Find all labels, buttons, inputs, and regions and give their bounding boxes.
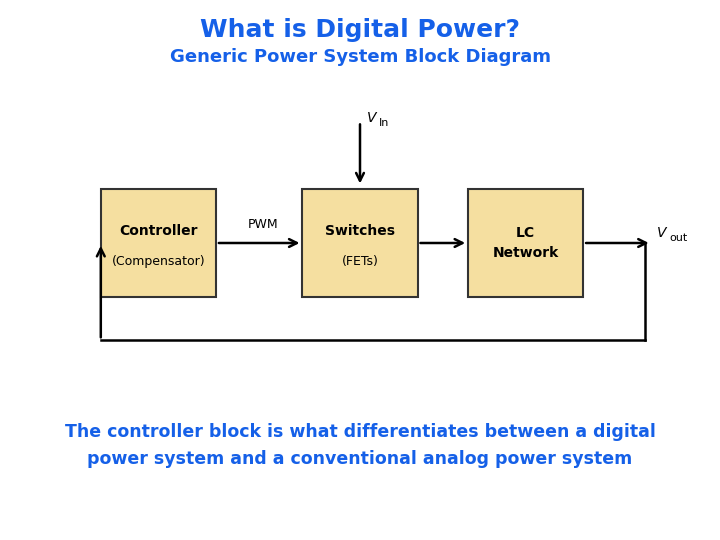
Text: Generic Power System Block Diagram: Generic Power System Block Diagram xyxy=(169,48,551,66)
Text: In: In xyxy=(379,118,389,127)
Text: out: out xyxy=(669,233,687,243)
Text: (Compensator): (Compensator) xyxy=(112,255,205,268)
Text: Controller: Controller xyxy=(119,224,198,238)
Text: (FETs): (FETs) xyxy=(341,255,379,268)
Text: V: V xyxy=(367,111,377,125)
Text: Switches: Switches xyxy=(325,224,395,238)
FancyBboxPatch shape xyxy=(101,189,216,297)
FancyBboxPatch shape xyxy=(302,189,418,297)
Text: LC
Network: LC Network xyxy=(492,226,559,260)
Text: V: V xyxy=(657,226,667,240)
Text: PWM: PWM xyxy=(248,218,278,231)
Text: The controller block is what differentiates between a digital
power system and a: The controller block is what differentia… xyxy=(65,423,655,468)
FancyBboxPatch shape xyxy=(468,189,583,297)
Text: What is Digital Power?: What is Digital Power? xyxy=(200,18,520,42)
